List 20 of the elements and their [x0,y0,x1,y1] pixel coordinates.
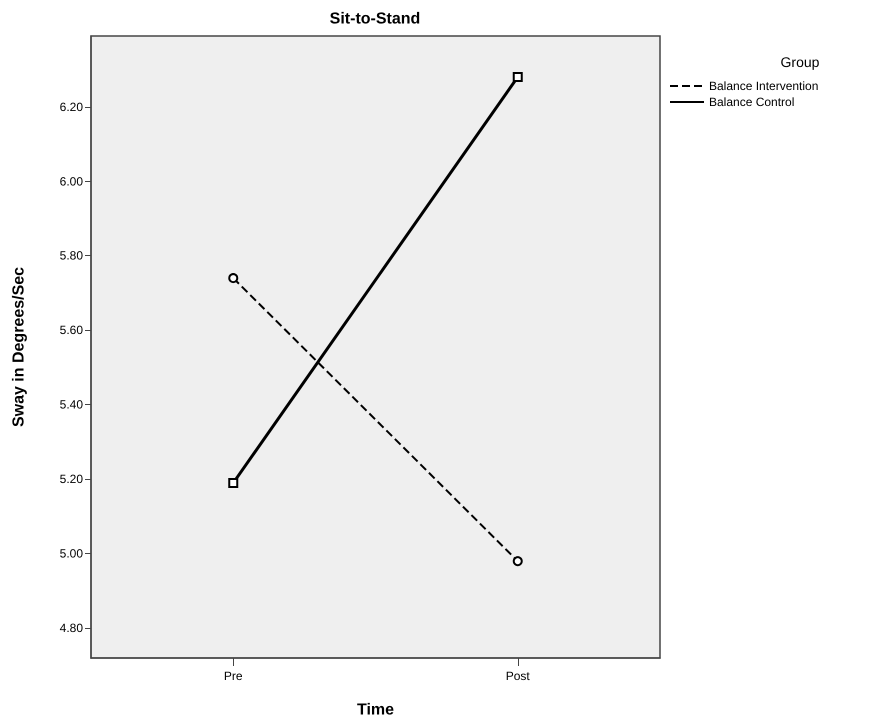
y-tick-label: 6.00 [60,174,84,188]
y-tick-label: 5.40 [60,398,84,412]
point [228,273,238,284]
chart-title: Sit-to-Stand [330,10,420,28]
y-tick-label: 6.20 [60,100,84,114]
y-tick-label: 5.80 [60,248,84,263]
y-tick-label: 5.20 [60,472,84,486]
y-tick-label: 5.00 [60,546,84,561]
point [512,556,523,566]
legend-label: Balance Intervention [709,79,818,93]
legend-title: Group [780,54,820,70]
x-tick-label: Pre [224,669,243,683]
legend-label: Balance Control [709,95,794,109]
x-tick-label: Post [506,669,530,683]
y-axis-title: Sway in Degrees/Sec [10,266,28,428]
point [512,72,523,82]
y-tick-label: 4.80 [60,621,84,636]
y-tick-label: 5.60 [60,323,84,338]
point [228,478,238,488]
x-axis-title: Time [356,702,394,718]
